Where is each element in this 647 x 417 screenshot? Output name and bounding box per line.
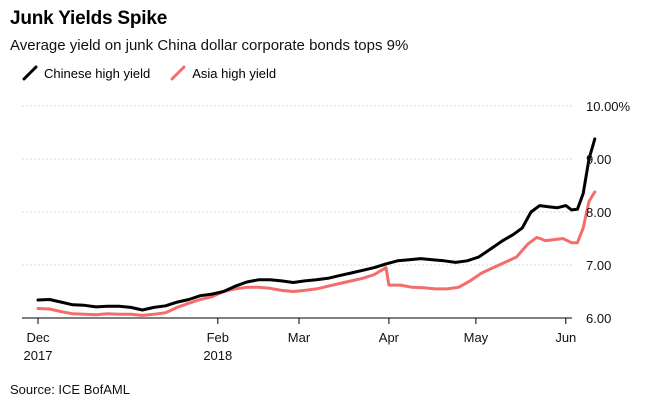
x-tick-label: Dec [26, 330, 50, 345]
chart-legend: Chinese high yield Asia high yield [22, 65, 296, 81]
grid-lines [22, 105, 572, 319]
chart-title: Junk Yields Spike [10, 8, 168, 29]
x-tick-label: Jun [555, 330, 576, 345]
x-tick-year-label: 2017 [24, 348, 53, 363]
legend-label-chinese-high-yield: Chinese high yield [44, 65, 151, 81]
y-tick-label: 8.00 [586, 205, 611, 220]
x-tick-label: May [464, 330, 489, 345]
y-tick-label: 9.00 [586, 152, 611, 167]
legend-item-chinese-high-yield: Chinese high yield [22, 65, 150, 81]
series-line-asia-high-yield [36, 190, 597, 317]
x-tick-label: Feb [207, 330, 229, 345]
axes: 6.00 7.00 8.00 9.00 10.00% Dec 2017 Feb 2018 Mar A… [24, 99, 631, 363]
y-tick-label: 10.00% [586, 99, 631, 114]
y-tick-label: 7.00 [586, 258, 611, 273]
y-tick-label: 6.00 [586, 311, 611, 326]
legend-swatch-asia [170, 65, 186, 81]
series-line-chinese-high-yield [36, 137, 597, 312]
x-tick-label: Mar [288, 330, 311, 345]
series-lines [36, 137, 597, 317]
legend-swatch-chinese [22, 65, 38, 81]
x-tick-label: Apr [379, 330, 400, 345]
legend-label-asia-high-yield: Asia high yield [192, 65, 277, 81]
x-tick-year-label: 2018 [203, 348, 232, 363]
chart-subtitle: Average yield on junk China dollar corpo… [10, 37, 409, 54]
legend-item-asia-high-yield: Asia high yield [170, 65, 276, 81]
chart-source: Source: ICE BofAML [10, 382, 130, 397]
